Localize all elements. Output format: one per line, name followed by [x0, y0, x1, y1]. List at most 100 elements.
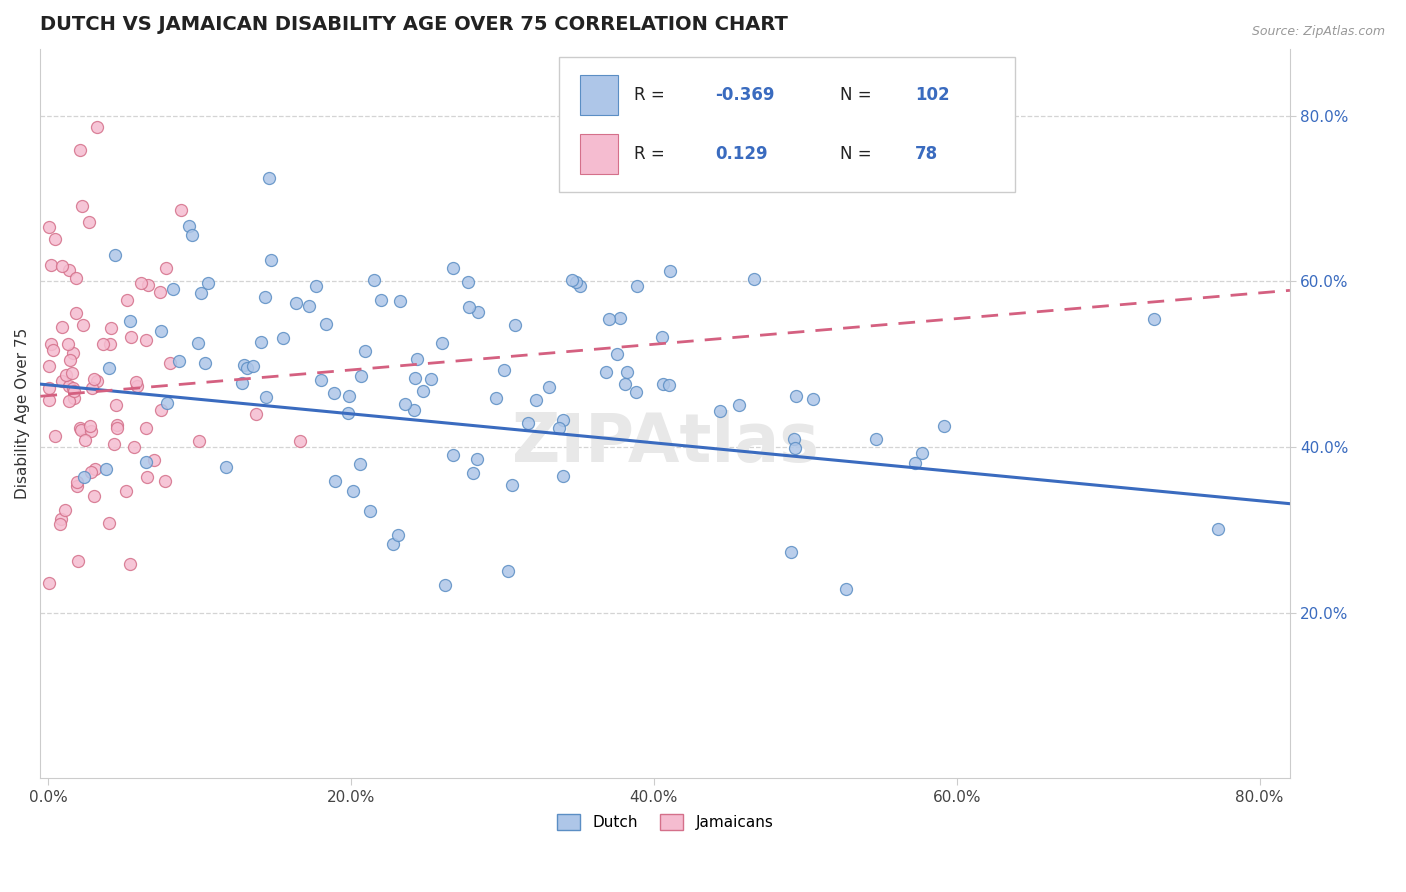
Point: [129, 276, 152, 290]
Point: [136, 470, 159, 484]
Point: [41, 343, 63, 358]
Point: [80, 465, 103, 479]
Point: [363, 273, 385, 287]
Point: [51, 374, 73, 388]
Point: [188, 434, 211, 448]
Point: [194, 356, 217, 370]
Point: [136, 277, 159, 292]
Point: [551, 469, 574, 483]
Point: [67, 554, 90, 568]
Point: [69, 424, 91, 438]
Point: [51, 259, 73, 273]
Text: ZIPAtlas: ZIPAtlas: [512, 410, 818, 476]
Text: N =: N =: [841, 87, 877, 104]
Point: [323, 474, 346, 488]
Point: [58, 394, 80, 409]
Point: [322, 386, 344, 401]
Point: [465, 452, 488, 467]
Point: [337, 406, 360, 420]
Point: [187, 336, 209, 351]
Point: [65, 270, 87, 285]
Text: N =: N =: [841, 145, 877, 162]
FancyBboxPatch shape: [560, 57, 1015, 192]
Point: [80, 381, 103, 395]
Point: [305, 279, 328, 293]
Point: [115, 293, 138, 307]
Point: [728, 398, 751, 412]
Point: [616, 365, 638, 379]
Point: [236, 361, 259, 376]
Point: [38, 575, 60, 590]
Point: [420, 372, 443, 386]
Point: [77, 215, 100, 229]
Point: [98, 336, 121, 351]
Point: [155, 261, 177, 276]
Point: [783, 432, 806, 446]
Point: [250, 334, 273, 349]
Point: [309, 372, 332, 386]
Point: [285, 295, 308, 310]
Point: [501, 477, 523, 491]
Point: [609, 310, 631, 325]
Point: [55, 368, 77, 382]
Point: [658, 378, 681, 392]
Point: [651, 377, 673, 392]
Point: [62, 384, 84, 398]
Point: [342, 483, 364, 498]
Point: [53, 503, 76, 517]
Point: [370, 293, 392, 307]
Point: [86, 374, 108, 388]
Point: [69, 143, 91, 157]
Point: [932, 419, 955, 434]
Point: [159, 356, 181, 370]
Point: [58, 353, 80, 368]
Point: [197, 276, 219, 290]
Text: -0.369: -0.369: [716, 87, 775, 104]
Point: [288, 434, 311, 448]
Point: [103, 437, 125, 451]
Point: [120, 330, 142, 344]
Point: [177, 219, 200, 233]
Point: [904, 456, 927, 470]
Point: [75, 433, 97, 447]
Point: [467, 305, 489, 319]
Point: [98, 361, 121, 376]
Point: [551, 413, 574, 427]
Point: [162, 282, 184, 296]
Point: [337, 389, 360, 403]
Point: [485, 392, 508, 406]
Point: [441, 448, 464, 462]
Point: [62, 346, 84, 360]
Point: [524, 392, 547, 407]
Point: [39, 337, 62, 351]
Point: [122, 440, 145, 454]
Point: [155, 475, 177, 489]
Point: [548, 421, 571, 435]
Point: [56, 337, 79, 351]
Point: [66, 479, 89, 493]
Point: [105, 418, 128, 433]
Point: [79, 419, 101, 434]
Point: [83, 372, 105, 386]
Point: [651, 330, 673, 344]
Point: [86, 120, 108, 134]
Point: [215, 460, 238, 475]
Point: [387, 528, 409, 542]
Point: [38, 219, 60, 234]
Point: [245, 407, 267, 421]
Point: [911, 446, 934, 460]
Point: [231, 376, 253, 390]
Point: [430, 336, 453, 351]
Point: [62, 392, 84, 406]
Point: [1206, 522, 1229, 536]
Point: [93, 337, 115, 351]
Point: [404, 403, 426, 417]
Point: [613, 377, 636, 392]
Point: [271, 331, 294, 345]
Point: [149, 403, 172, 417]
Point: [83, 489, 105, 503]
Point: [434, 578, 457, 592]
Point: [359, 504, 381, 518]
Point: [115, 483, 138, 498]
Point: [505, 318, 527, 332]
